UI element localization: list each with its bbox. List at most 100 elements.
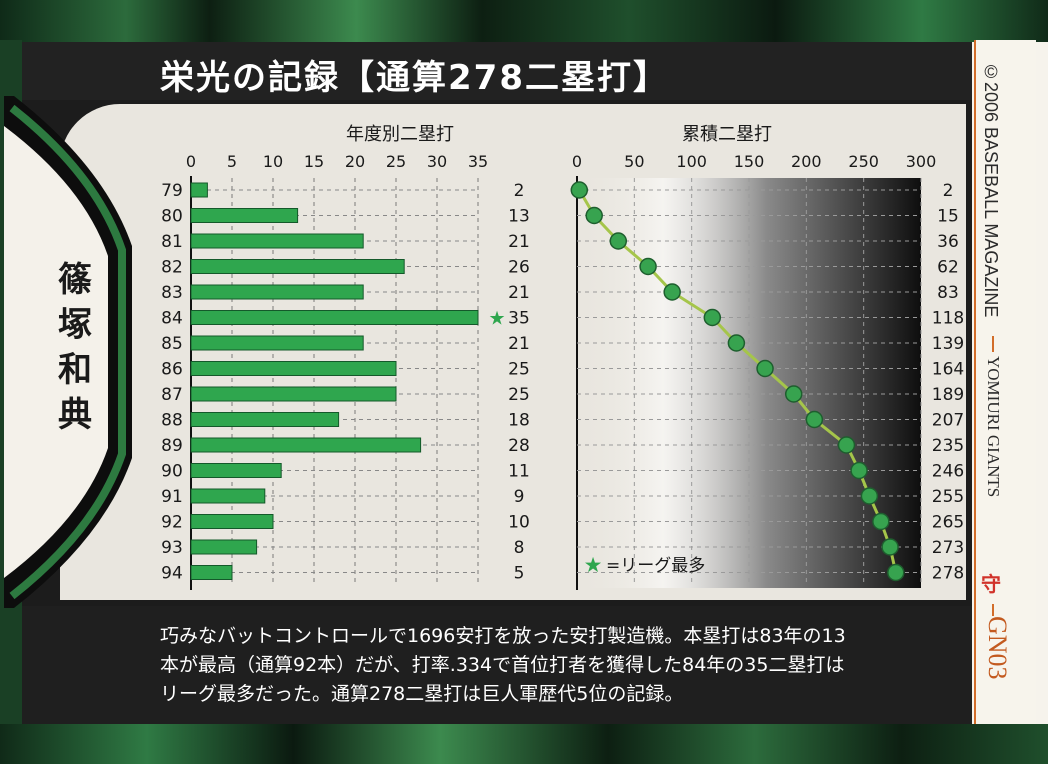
card-number: GN03 xyxy=(983,616,1012,680)
bar-category-label: 83 xyxy=(161,283,183,303)
cumulative-value-label: 255 xyxy=(932,487,964,507)
league-leader-star-icon: ★ xyxy=(488,308,505,330)
line-x-tick-label: 100 xyxy=(676,152,707,171)
cumulative-value-label: 15 xyxy=(937,207,959,227)
bar xyxy=(190,361,397,376)
top-border xyxy=(0,0,1048,42)
bar xyxy=(190,259,405,274)
line-x-tick-label: 0 xyxy=(572,152,582,171)
bar-value-label: 35 xyxy=(508,309,530,329)
bar-x-tick-label: 30 xyxy=(427,152,447,171)
bar-category-label: 92 xyxy=(161,513,183,533)
cumulative-value-label: 265 xyxy=(932,513,964,533)
cumulative-value-label: 139 xyxy=(932,334,964,354)
bar-x-tick-label: 0 xyxy=(186,152,196,171)
bar-category-label: 81 xyxy=(161,232,183,252)
legend-star-icon: ★ xyxy=(584,553,603,577)
bar xyxy=(190,233,364,249)
line-x-tick-label: 200 xyxy=(791,152,822,171)
cumulative-value-label: 83 xyxy=(937,283,959,303)
cumulative-data-point xyxy=(887,563,905,582)
bar-category-label: 91 xyxy=(161,487,183,507)
cumulative-value-label: 207 xyxy=(932,411,964,431)
cumulative-value-label: 278 xyxy=(932,564,964,584)
bar xyxy=(190,539,258,555)
cumulative-data-point xyxy=(756,359,774,378)
cumulative-data-point xyxy=(805,410,824,429)
line-x-tick-label: 50 xyxy=(624,152,644,171)
player-name-text: 篠塚和典 xyxy=(58,260,92,435)
cumulative-data-point xyxy=(609,232,628,250)
bar-category-label: 80 xyxy=(161,207,183,227)
bar-x-tick-label: 20 xyxy=(345,152,365,171)
line-x-tick-label: 300 xyxy=(906,152,937,171)
bar-value-label: 25 xyxy=(508,385,530,405)
line-chart-title: 累積二塁打 xyxy=(682,124,772,145)
sidebar-divider xyxy=(992,604,994,616)
bar-x-tick-label: 10 xyxy=(263,152,283,171)
line-x-tick-label: 150 xyxy=(734,152,765,171)
team-logo-icon: 守 xyxy=(981,572,1001,596)
bar-value-label: 21 xyxy=(508,232,530,252)
bar-value-label: 28 xyxy=(508,436,530,456)
bar-category-label: 93 xyxy=(161,538,183,558)
bar-category-label: 94 xyxy=(161,564,183,584)
bar-category-label: 85 xyxy=(161,334,183,354)
bar-category-label: 90 xyxy=(161,462,183,482)
cumulative-value-label: 246 xyxy=(932,462,964,482)
cumulative-value-label: 189 xyxy=(932,385,964,405)
name-frame xyxy=(4,96,132,608)
bar xyxy=(190,565,233,580)
bar xyxy=(190,463,282,478)
bar-value-label: 8 xyxy=(514,538,525,558)
bar-category-label: 87 xyxy=(161,385,183,405)
cumulative-data-point xyxy=(837,436,856,454)
cumulative-data-point xyxy=(703,308,722,327)
bar-category-label: 89 xyxy=(161,436,183,456)
bar-value-label: 25 xyxy=(508,360,530,380)
cumulative-data-point xyxy=(872,512,890,531)
bar-value-label: 10 xyxy=(508,513,530,533)
player-name: 篠塚和典 xyxy=(50,258,100,438)
description-line: 巧みなバットコントロールで1696安打を放った安打製造機。本塁打は83年の13 xyxy=(160,625,846,647)
bar-category-label: 84 xyxy=(161,309,183,329)
bar-value-label: 2 xyxy=(514,181,525,201)
cumulative-data-point xyxy=(585,206,603,225)
cumulative-value-label: 36 xyxy=(937,232,959,252)
bottom-border xyxy=(0,724,1048,764)
bar-chart-title: 年度別二塁打 xyxy=(346,124,454,145)
title-bar xyxy=(22,42,972,100)
cumulative-data-point xyxy=(570,181,589,199)
sidebar-divider xyxy=(992,336,994,352)
bar xyxy=(190,284,364,300)
bar xyxy=(190,412,340,427)
bar-value-label: 21 xyxy=(508,334,530,354)
cumulative-data-point xyxy=(881,538,899,556)
cumulative-chart-background xyxy=(577,178,921,588)
sidebar xyxy=(974,40,1036,724)
bar-value-label: 18 xyxy=(508,411,530,431)
bar-category-label: 86 xyxy=(161,360,183,380)
card-title: 栄光の記録【通算278二塁打】 xyxy=(160,58,669,98)
cumulative-value-label: 2 xyxy=(943,181,954,201)
description-line: リーグ最多だった。通算278二塁打は巨人軍歴代5位の記録。 xyxy=(160,683,684,705)
bar-value-label: 21 xyxy=(508,283,530,303)
cumulative-data-point xyxy=(784,385,803,403)
bar xyxy=(190,488,266,504)
bar-value-label: 26 xyxy=(508,258,530,278)
bar xyxy=(190,335,364,351)
bar xyxy=(190,386,397,402)
cumulative-value-label: 235 xyxy=(932,436,964,456)
publisher-credit: ©2006 BASEBALL MAGAZINE xyxy=(981,62,1001,318)
description-panel xyxy=(22,606,972,724)
legend-text: =リーグ最多 xyxy=(606,556,705,576)
bar xyxy=(190,182,208,198)
bar-category-label: 88 xyxy=(161,411,183,431)
cumulative-value-label: 118 xyxy=(932,309,964,329)
description-text: 巧みなバットコントロールで1696安打を放った安打製造機。本塁打は83年の13 … xyxy=(160,622,970,709)
cumulative-value-label: 273 xyxy=(932,538,964,558)
cumulative-value-label: 164 xyxy=(932,360,964,380)
bar xyxy=(190,437,422,453)
